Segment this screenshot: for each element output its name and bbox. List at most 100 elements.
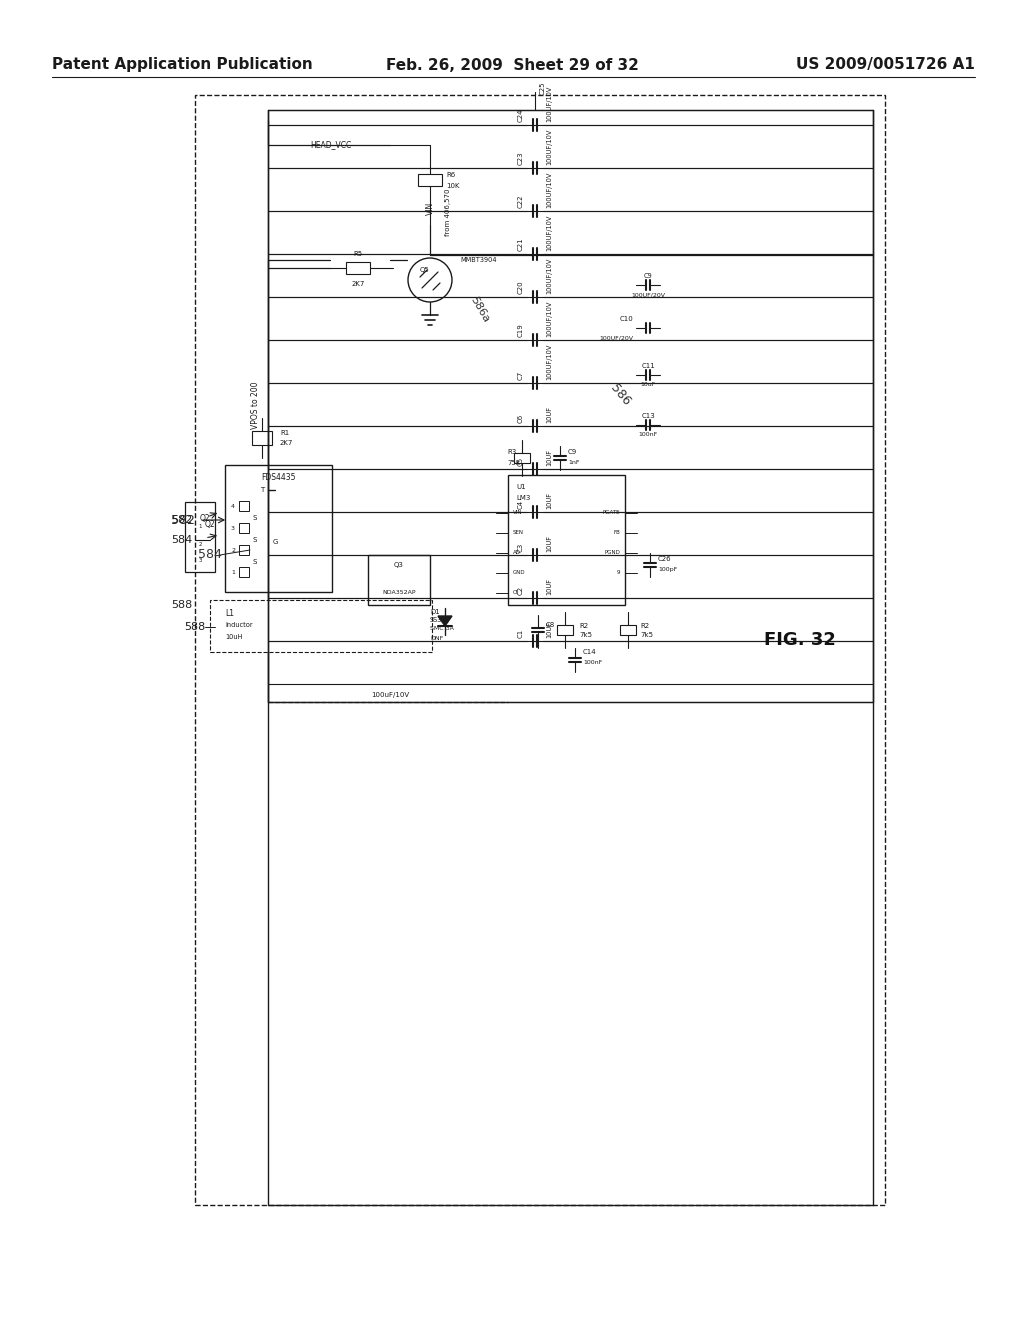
Text: VPOS to 200: VPOS to 200 xyxy=(251,381,259,429)
Text: 582: 582 xyxy=(171,515,193,525)
Bar xyxy=(368,554,430,605)
Text: S: S xyxy=(253,558,257,565)
Text: 100UF/10V: 100UF/10V xyxy=(546,257,552,294)
Text: C26: C26 xyxy=(658,556,672,562)
Text: 588: 588 xyxy=(171,601,193,610)
Text: 100UF/10V: 100UF/10V xyxy=(546,172,552,209)
Bar xyxy=(239,523,249,533)
Text: DNF: DNF xyxy=(430,635,443,640)
Text: R2: R2 xyxy=(579,623,588,630)
Text: 100UF/20V: 100UF/20V xyxy=(631,293,665,297)
Text: 586: 586 xyxy=(607,381,633,408)
Text: Q3: Q3 xyxy=(394,562,403,568)
Text: D1: D1 xyxy=(430,609,439,615)
Text: C19: C19 xyxy=(518,323,524,337)
Text: C5: C5 xyxy=(518,457,524,466)
Text: 10UF: 10UF xyxy=(546,492,552,510)
Text: L1: L1 xyxy=(225,609,234,618)
Text: U1: U1 xyxy=(516,484,525,490)
Bar xyxy=(346,261,370,275)
Text: C9: C9 xyxy=(644,273,652,279)
Text: HEAD_VCC: HEAD_VCC xyxy=(310,140,351,149)
Text: 2K7: 2K7 xyxy=(351,281,365,286)
Text: R2: R2 xyxy=(640,623,649,630)
Text: C8: C8 xyxy=(546,622,555,628)
Bar xyxy=(225,465,332,591)
Text: 1: 1 xyxy=(231,569,234,574)
Text: G: G xyxy=(272,539,278,545)
Text: 588: 588 xyxy=(184,622,206,632)
Text: Q2: Q2 xyxy=(200,513,210,523)
Text: C22: C22 xyxy=(518,194,524,209)
Text: C4: C4 xyxy=(518,500,524,510)
Text: FB: FB xyxy=(613,531,620,536)
Text: 582: 582 xyxy=(171,513,195,527)
Text: 100uF/10V: 100uF/10V xyxy=(371,692,409,698)
Text: 10UF: 10UF xyxy=(546,620,552,638)
Text: 100nF: 100nF xyxy=(583,660,602,664)
Text: C1: C1 xyxy=(518,628,524,638)
Text: 4: 4 xyxy=(231,503,234,508)
Text: R1: R1 xyxy=(280,430,289,436)
Text: C23: C23 xyxy=(518,152,524,165)
Polygon shape xyxy=(438,616,452,626)
Text: 584: 584 xyxy=(171,535,193,545)
Text: Inductor: Inductor xyxy=(225,622,253,628)
Text: 100pF: 100pF xyxy=(658,566,677,572)
Text: 10K: 10K xyxy=(446,183,460,189)
Bar xyxy=(210,601,432,652)
Text: 1nF: 1nF xyxy=(568,459,580,465)
Text: 7k5: 7k5 xyxy=(579,632,592,638)
Text: Q2: Q2 xyxy=(205,520,215,529)
Text: C2: C2 xyxy=(518,586,524,595)
Text: 75k: 75k xyxy=(507,459,520,466)
Bar xyxy=(195,95,885,1205)
Text: C7: C7 xyxy=(518,371,524,380)
Text: 100nF: 100nF xyxy=(638,433,657,437)
Bar xyxy=(508,475,625,605)
Bar xyxy=(239,568,249,577)
Text: 10UF: 10UF xyxy=(546,407,552,422)
Text: 2K7: 2K7 xyxy=(280,440,293,446)
Text: from 406,570: from 406,570 xyxy=(445,189,451,236)
Text: C13: C13 xyxy=(641,413,655,418)
Text: MMBT3904: MMBT3904 xyxy=(460,257,497,263)
Text: 100UF/10V: 100UF/10V xyxy=(546,343,552,380)
Text: PGATE: PGATE xyxy=(602,511,620,516)
Text: S: S xyxy=(253,537,257,543)
Bar xyxy=(514,453,530,463)
Bar xyxy=(239,545,249,554)
Text: 100UF/10V: 100UF/10V xyxy=(546,215,552,251)
Text: 10UF: 10UF xyxy=(546,578,552,595)
Text: SEN: SEN xyxy=(513,531,524,536)
Text: T: T xyxy=(260,487,264,492)
Text: SS34: SS34 xyxy=(430,616,446,623)
Text: Feb. 26, 2009  Sheet 29 of 32: Feb. 26, 2009 Sheet 29 of 32 xyxy=(386,58,638,73)
Text: 9: 9 xyxy=(616,570,620,576)
Bar xyxy=(418,174,442,186)
Bar xyxy=(557,624,573,635)
Text: 3: 3 xyxy=(199,557,202,562)
Text: 2: 2 xyxy=(231,548,234,553)
Text: C21: C21 xyxy=(518,238,524,251)
Text: Ct: Ct xyxy=(513,590,519,595)
Text: C11: C11 xyxy=(641,363,655,370)
Text: 10uF: 10uF xyxy=(640,383,655,388)
Text: 7k5: 7k5 xyxy=(640,632,653,638)
Text: FIG. 32: FIG. 32 xyxy=(764,631,836,649)
Text: R5: R5 xyxy=(353,251,362,257)
Text: NDA352AP: NDA352AP xyxy=(382,590,416,595)
Text: 2: 2 xyxy=(199,541,202,546)
Text: 586a: 586a xyxy=(469,296,492,325)
Text: S: S xyxy=(253,515,257,521)
Text: C3: C3 xyxy=(518,543,524,552)
Text: 100UF/10V: 100UF/10V xyxy=(546,86,552,121)
Text: R6: R6 xyxy=(446,172,456,178)
Text: PGND: PGND xyxy=(604,550,620,556)
Text: 10UF: 10UF xyxy=(546,449,552,466)
Text: C14: C14 xyxy=(583,649,597,655)
Text: 100UF/20V: 100UF/20V xyxy=(599,335,633,341)
Text: 10uH: 10uH xyxy=(225,634,243,640)
Text: 100UF/10V: 100UF/10V xyxy=(546,301,552,337)
Text: Q5: Q5 xyxy=(420,267,430,273)
